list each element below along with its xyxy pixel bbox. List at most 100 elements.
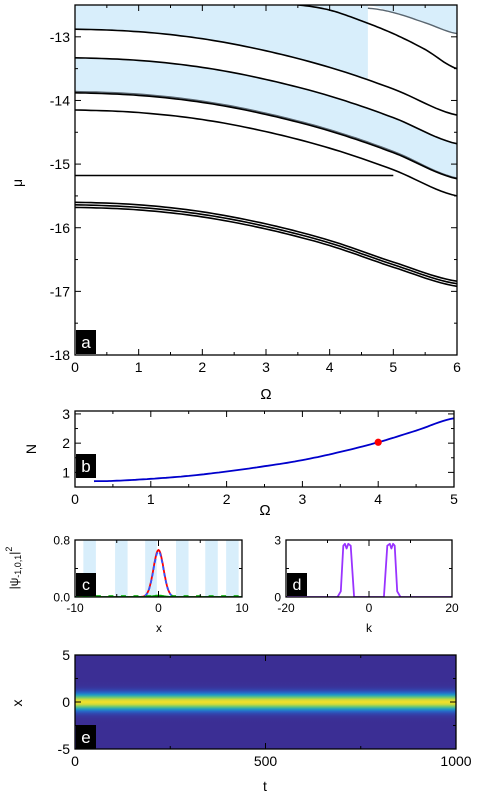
panel-b-ytick-label: 3 [62,406,70,422]
panel-c-stripe [205,540,218,597]
panel-d-label-box [287,573,307,596]
panel-c-ylabel-sup: 2 [4,547,14,552]
panel-c-label: c [82,577,90,594]
panel-a-band [367,5,457,34]
panel-a-xtick-label: 1 [135,359,143,375]
panel-a-label-box [76,330,96,354]
panel-e-xlabel: t [263,778,267,794]
panel-a-xtick-label: 3 [262,359,270,375]
panel-d-ytick-label: 3 [274,533,281,547]
panel-a-xtick-label: 5 [389,359,397,375]
panel-a-band [75,5,368,79]
panel-a-curves [75,5,457,288]
panel-c-label-box [76,573,96,596]
panel-d-xlabel: k [366,621,373,635]
panel-d-curve [286,542,452,597]
panel-c-curve [75,548,242,597]
panel-d-xtick-label: 0 [366,601,373,615]
panel-b-label-box [76,454,96,478]
panel-c-stripe [226,540,239,597]
panel-c-stripe [176,540,189,597]
panel-a-curve [75,90,457,179]
panel-c-ylabel-sub: -1,0,1 [13,555,23,578]
panel-a-curve [75,109,457,197]
panel-a-xtick-label: 6 [453,359,461,375]
panel-d-label: d [293,577,302,594]
panel-c-stripe [115,540,128,597]
panel-a-ytick-label: -14 [50,92,70,108]
panel-b-frame [74,410,455,488]
panel-a-ytick-label: -17 [50,283,70,299]
panel-b-xtick-label: 1 [147,491,155,507]
panel-b-ylabel: N [23,444,39,454]
panel-b-ytick-label: 1 [62,464,70,480]
panel-e-label: e [81,728,90,747]
panel-b-curve [93,417,454,483]
panel-a-curve [75,206,457,288]
panel-b-xtick-label: 0 [71,491,79,507]
panel-a-curve [75,92,457,180]
panel-a-ylabel: μ [9,179,25,187]
panel-a-curve [75,204,457,285]
panel-b-xtick-label: 2 [223,491,231,507]
panel-e-label-box [76,725,96,749]
panel-a-band [75,57,457,179]
panel-c-xlabel: x [156,621,162,635]
panel-a-frame [74,4,458,356]
panel-e-xtick-label: 1000 [440,753,471,769]
panel-d-xtick-label: 20 [445,601,459,615]
panel-d-ytick-label: 0 [274,590,281,604]
panel-a-curve [75,201,457,282]
panel-a-ticks: 0 1 2 3 4 5 6 -18 -17 -16 -15 -14 -13 [50,5,461,375]
panel-e-ylabel: x [9,700,25,707]
panel-e-ytick-label: -5 [58,741,71,757]
panel-a-mu-vs-omega: 0 1 2 3 4 5 6 -18 -17 -16 -15 -14 -13 Ω μ a [9,4,461,403]
panel-e-xtick-label: 500 [254,753,278,769]
panel-a-ytick-label: -13 [50,29,70,45]
panel-b-xtick-label: 5 [450,491,458,507]
panel-d-frame [285,539,453,598]
panel-b-xtick-label: 4 [374,491,382,507]
panel-c-xtick-label: -10 [66,601,84,615]
panel-c-ylabel: |ψ-1,0,1|2 [4,547,23,590]
panel-a-bands [75,5,457,196]
panel-a-curve [75,28,457,116]
panel-c-ytick-label: 0.8 [53,533,70,547]
panel-e-ticks: 0 500 1000-505 [58,647,472,769]
panel-a-label: a [81,333,91,352]
panel-c-ylabel-main: |ψ [7,578,21,590]
panel-a-xlabel: Ω [260,386,271,403]
panel-c-xtick-label: 0 [155,601,162,615]
panel-d-curves [286,542,452,597]
panel-e-xtick-label: 0 [71,753,79,769]
panel-b-ytick-label: 2 [62,435,70,451]
panel-a-ytick-label: -18 [50,347,70,363]
panel-b-xlabel: Ω [259,502,270,519]
panel-e-ytick-label: 5 [62,647,70,663]
panel-a-xtick-label: 2 [198,359,206,375]
panel-b-marker [374,438,382,446]
panel-a-curve [367,7,457,35]
panel-a-xtick-label: 4 [326,359,334,375]
panel-a-curve [297,5,457,70]
panel-c-density-profile: -10 0 10 0.0 0.8 x |ψ-1,0,1|2 c [4,533,249,635]
panel-a-ytick-label: -15 [50,156,70,172]
panel-b-xtick-label: 3 [299,491,307,507]
panel-e-time-evolution-heatmap: 0 500 1000-505 t x e [9,647,472,794]
panel-b-curve-line [93,417,454,483]
panel-c-xtick-label: 10 [235,601,249,615]
panel-d-xtick-label: -20 [277,601,295,615]
panel-c-ytick-label: 0.0 [53,590,70,604]
panel-e-heatmap [75,655,456,749]
panel-c-lattice-stripes [83,540,239,597]
panel-a-curve [75,57,457,145]
panel-b-label: b [81,457,90,476]
panel-c-ticks: -10 0 10 0.0 0.8 [53,533,249,615]
panel-e-ytick-label: 0 [62,694,70,710]
panel-c-ylabel-bar: | [7,552,21,555]
